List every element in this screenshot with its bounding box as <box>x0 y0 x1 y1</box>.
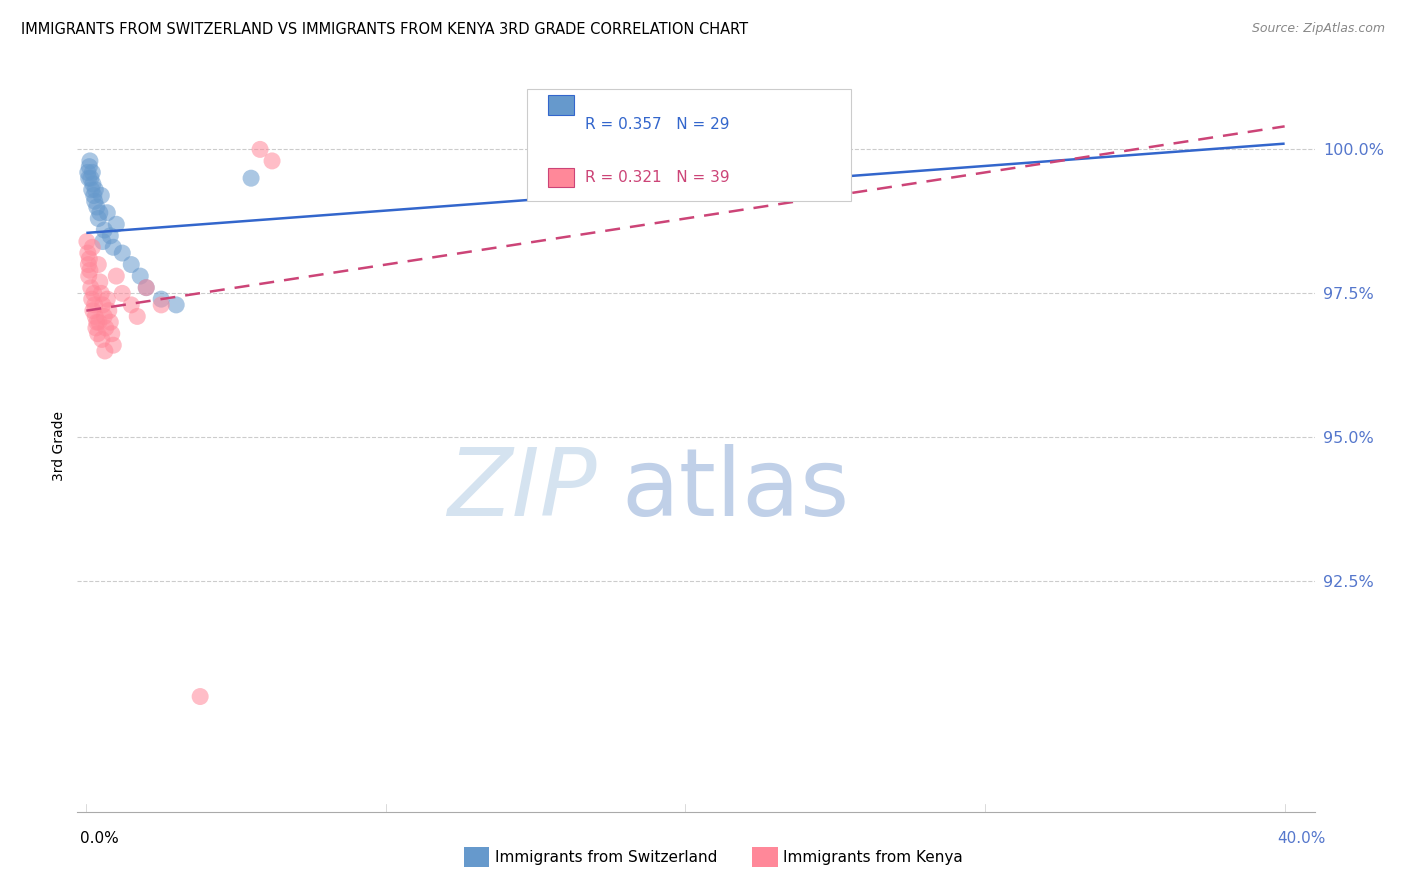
Point <box>82 177 104 191</box>
Point <box>84 321 107 335</box>
Text: 0.0%: 0.0% <box>80 831 120 846</box>
Point <box>76 235 98 249</box>
Text: Source: ZipAtlas.com: Source: ZipAtlas.com <box>1251 22 1385 36</box>
Point <box>105 217 128 231</box>
Point <box>83 286 105 301</box>
Point <box>82 165 104 179</box>
Point <box>111 286 134 301</box>
Point <box>91 298 114 312</box>
Point <box>90 286 112 301</box>
Point <box>86 326 108 341</box>
Point <box>98 315 121 329</box>
Point <box>83 194 105 209</box>
Point <box>120 298 142 312</box>
Text: ZIP: ZIP <box>447 444 598 535</box>
Point <box>150 292 173 306</box>
Point <box>86 200 108 214</box>
Text: R = 0.321   N = 39: R = 0.321 N = 39 <box>585 170 730 185</box>
Point <box>82 303 104 318</box>
Point <box>97 303 120 318</box>
Text: atlas: atlas <box>621 444 851 536</box>
Text: Immigrants from Kenya: Immigrants from Kenya <box>783 850 963 864</box>
Point <box>103 338 125 352</box>
Point <box>83 188 105 202</box>
Point <box>79 263 101 277</box>
Point <box>101 326 124 341</box>
Point <box>135 280 157 294</box>
Point <box>79 160 101 174</box>
Point <box>87 315 110 329</box>
Point <box>84 183 107 197</box>
Point <box>76 165 98 179</box>
Point <box>135 280 157 294</box>
Point <box>84 310 107 324</box>
Point <box>89 275 111 289</box>
Point <box>94 321 117 335</box>
Point <box>90 333 112 347</box>
Point <box>120 258 142 272</box>
Point <box>80 183 103 197</box>
Point <box>83 298 105 312</box>
Point <box>150 298 173 312</box>
Y-axis label: 3rd Grade: 3rd Grade <box>52 411 66 481</box>
Text: IMMIGRANTS FROM SWITZERLAND VS IMMIGRANTS FROM KENYA 3RD GRADE CORRELATION CHART: IMMIGRANTS FROM SWITZERLAND VS IMMIGRANT… <box>21 22 748 37</box>
Point <box>103 240 125 254</box>
Point <box>127 310 149 324</box>
Point <box>91 235 114 249</box>
Point <box>77 258 100 272</box>
Point <box>80 292 103 306</box>
Point <box>90 188 112 202</box>
Point <box>87 211 110 226</box>
Point <box>129 269 152 284</box>
Point <box>105 269 128 284</box>
Point <box>76 246 98 260</box>
Point <box>86 315 108 329</box>
Point <box>188 690 211 704</box>
Point <box>794 142 817 156</box>
Point <box>89 206 111 220</box>
Point <box>96 206 118 220</box>
Point <box>93 310 115 324</box>
Point <box>77 171 100 186</box>
Point <box>80 280 103 294</box>
Point <box>79 153 101 168</box>
Point <box>94 343 117 358</box>
Point <box>111 246 134 260</box>
Point <box>79 252 101 266</box>
Point <box>82 240 104 254</box>
Point <box>80 171 103 186</box>
Point <box>260 153 283 168</box>
Text: Immigrants from Switzerland: Immigrants from Switzerland <box>495 850 717 864</box>
Point <box>96 292 118 306</box>
Point <box>93 223 115 237</box>
Point <box>77 269 100 284</box>
Point <box>249 142 271 156</box>
Text: R = 0.357   N = 29: R = 0.357 N = 29 <box>585 118 730 132</box>
Text: 40.0%: 40.0% <box>1278 831 1326 846</box>
Point <box>87 258 110 272</box>
Point <box>240 171 263 186</box>
Point <box>98 228 121 243</box>
Point <box>165 298 187 312</box>
